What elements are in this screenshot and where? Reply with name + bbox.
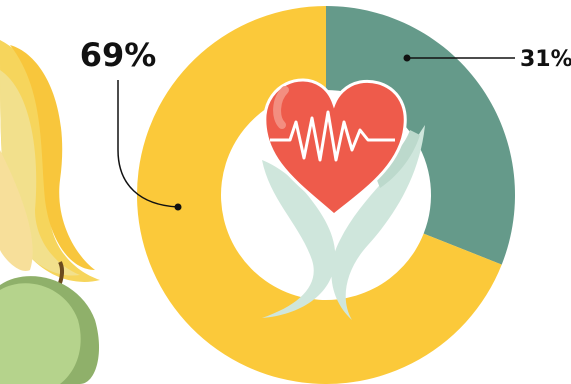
apple-decoration [0, 276, 100, 384]
leader-line [117, 80, 179, 208]
value-label: 69% [80, 36, 157, 74]
hands-decoration [262, 125, 425, 320]
heart-decoration [263, 78, 407, 217]
bananas-decoration [0, 40, 100, 302]
leader-dot [174, 203, 182, 211]
value-label: 31% [520, 47, 571, 72]
donut-slice [136, 6, 502, 384]
leader-dot [403, 54, 411, 62]
